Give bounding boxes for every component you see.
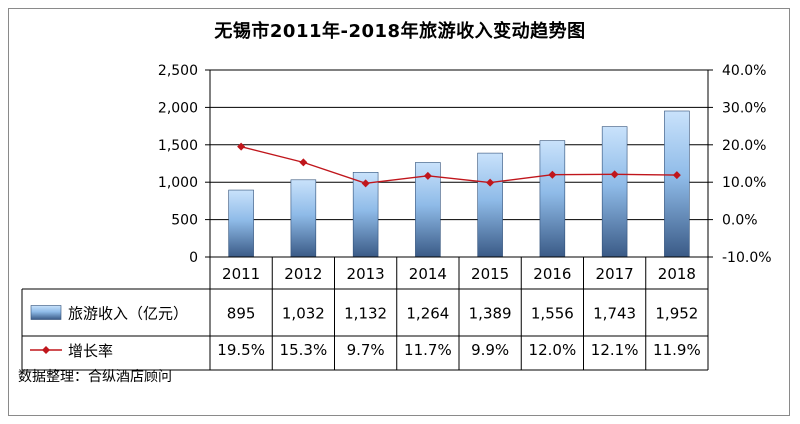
growth-value-label: 12.1% [591,341,639,359]
bar-value-label: 1,556 [531,305,574,323]
legend-bar-swatch [30,305,62,320]
right-tick-label: 30.0% [722,100,766,116]
bar-value-label: 1,389 [469,305,512,323]
source-note: 数据整理：合纵酒店顾问 [18,369,172,385]
category-label: 2018 [658,265,696,283]
growth-value-label: 11.7% [404,341,452,359]
growth-value-label: 19.5% [217,341,265,359]
growth-marker [237,142,246,151]
category-label: 2017 [596,265,634,283]
right-tick-label: 10.0% [722,175,766,191]
left-tick-label: 1,500 [158,138,198,154]
growth-line-series [237,142,681,188]
legend-line-marker [42,346,50,354]
bar [290,179,317,258]
growth-value-label: 12.0% [529,341,577,359]
bar [228,189,254,258]
left-tick-label: 0 [189,250,198,266]
bar [601,126,628,258]
right-tick-label: 20.0% [722,138,766,154]
growth-line [240,145,677,185]
left-tick-label: 500 [171,213,198,229]
category-label: 2012 [284,265,322,283]
chart-title: 无锡市2011年-2018年旅游收入变动趋势图 [214,21,586,42]
category-label: 2013 [347,265,385,283]
axes: 0 500 1,000 1,500 2,000 2,500 -10.0% 0.0% 10.0% 2… [158,63,772,370]
right-tick-label: -10.0% [722,250,772,266]
growth-marker [672,171,681,180]
growth-value-label: 9.9% [471,341,509,359]
growth-marker [548,170,557,179]
legend-bar-label: 旅游收入（亿元） [68,305,188,323]
growth-marker [423,171,432,180]
left-tick-label: 2,000 [158,100,198,116]
growth-marker [299,158,308,167]
bar-value-label: 1,032 [282,305,325,323]
category-label: 2016 [533,265,571,283]
bar-value-label: 1,132 [344,305,387,323]
legend-line-label: 增长率 [68,342,113,360]
bar [664,110,690,258]
chart-frame [8,8,790,416]
right-tick-label: 0.0% [722,213,758,229]
growth-marker [486,178,495,187]
data-table: 2011 2012 2013 2014 2015 2016 2017 2018 895 1,032… [21,256,709,371]
bar [539,140,566,258]
bar-value-label: 1,952 [655,305,698,323]
left-tick-label: 1,000 [158,175,198,191]
growth-value-label: 9.7% [347,341,385,359]
gridlines [210,69,708,221]
bar-value-label: 895 [227,305,256,323]
bar [477,152,503,258]
growth-value-label: 15.3% [280,341,328,359]
category-label: 2014 [409,265,447,283]
left-tick-label: 2,500 [158,63,198,79]
right-tick-label: 40.0% [722,63,766,79]
bar-value-label: 1,264 [406,305,449,323]
bar-value-label: 1,743 [593,305,636,323]
category-label: 2015 [471,265,509,283]
growth-marker [610,170,619,179]
growth-marker [361,179,370,188]
bar-series [228,110,690,258]
category-label: 2011 [222,265,260,283]
growth-value-label: 11.9% [653,341,701,359]
